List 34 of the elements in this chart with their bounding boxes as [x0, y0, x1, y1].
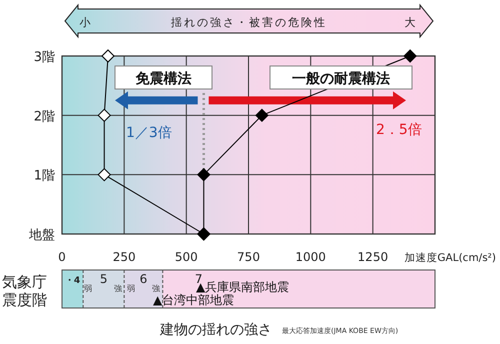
x-tick-label: 750 [237, 250, 260, 264]
y-tick-label: 1階 [34, 168, 55, 184]
text: 小 [80, 16, 90, 29]
annotation: 強 [114, 284, 122, 293]
point [98, 108, 111, 122]
point [98, 168, 111, 182]
y-tick-label: 3階 [34, 50, 55, 65]
series-label: 6 [140, 272, 148, 286]
text: 大 [404, 16, 416, 29]
series-label: 免震構法 [134, 71, 192, 87]
series-label: 5 [100, 272, 108, 286]
annotation: 強 [152, 284, 160, 293]
point [197, 168, 210, 182]
annotation: 2．5倍 [376, 122, 422, 138]
x-axis-title: 建物の揺れの強さ [159, 322, 272, 338]
y-axis-title: 気象庁震度階 [2, 273, 47, 309]
x-tick-label: 1000 [295, 250, 326, 264]
y-tick-label: 地盤 [28, 228, 55, 243]
annotation: 弱 [127, 284, 135, 293]
annotation: 1／3倍 [126, 125, 172, 141]
x-tick-label: 500 [174, 250, 198, 264]
series-label: 一般の耐震構法 [292, 71, 390, 87]
point [102, 50, 115, 62]
y-tick-label: 2階 [34, 109, 55, 124]
x-axis-title: 加速度GAL(cm/s²) [404, 251, 496, 264]
point [404, 50, 417, 62]
x-tick-label: 1250 [358, 250, 388, 264]
text: 揺れの強さ・被害の危険性 [171, 16, 327, 29]
x-tick-label: 250 [112, 250, 136, 264]
annotation: 弱 [84, 284, 92, 293]
series-label: ・4 [64, 276, 80, 286]
annotation: ▲台湾中部地震 [153, 293, 234, 307]
x-tick-label: 0 [58, 250, 66, 264]
point [255, 108, 268, 122]
